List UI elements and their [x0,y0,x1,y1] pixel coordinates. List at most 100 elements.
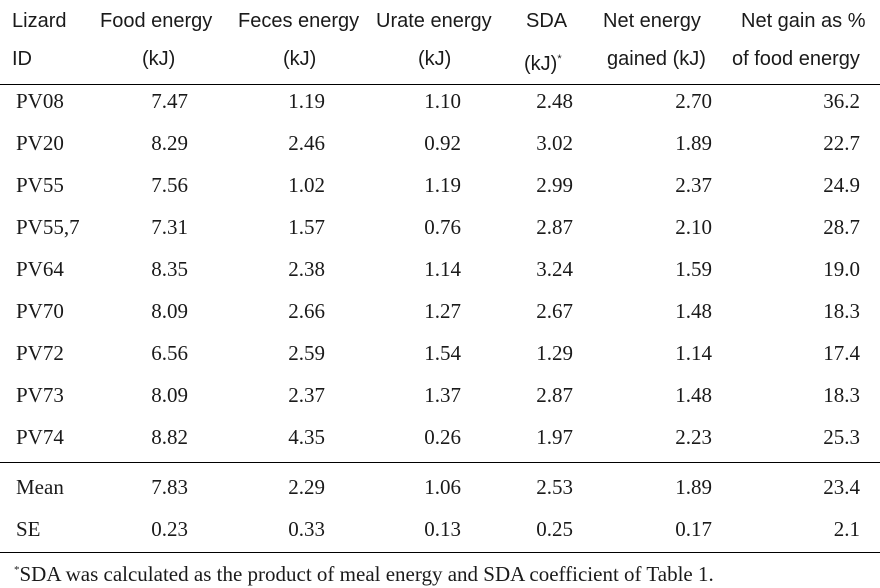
cell-sda: 1.29 [536,341,573,365]
cell-food-energy: 7.31 [151,215,188,239]
table-row: PV20 8.29 2.46 0.92 3.02 1.89 22.7 [0,122,880,164]
cell-sda: 2.67 [536,299,573,323]
table-row: PV72 6.56 2.59 1.54 1.29 1.14 17.4 [0,332,880,374]
header-row-1: Lizard Food energy Feces energy Urate en… [0,0,880,42]
cell-net-gain-percent: 17.4 [823,341,860,365]
cell-urate-energy: 1.19 [424,173,461,197]
header-divider [0,84,880,85]
cell-net-energy-gained: 1.89 [675,131,712,155]
cell-urate-energy: 1.54 [424,341,461,365]
cell-lizard-id: PV74 [16,425,64,449]
cell-feces-energy: 4.35 [288,425,325,449]
cell-sda: 2.87 [536,383,573,407]
cell-urate-energy: 1.27 [424,299,461,323]
cell-feces-energy: 2.66 [288,299,325,323]
cell-urate-energy: 0.13 [424,517,461,541]
header-net-energy-unit: gained (kJ) [607,48,706,70]
table-row: PV74 8.82 4.35 0.26 1.97 2.23 25.3 [0,416,880,458]
cell-net-energy-gained: 2.70 [675,89,712,113]
cell-net-gain-percent: 22.7 [823,131,860,155]
cell-net-energy-gained: 2.23 [675,425,712,449]
cell-feces-energy: 2.29 [288,475,325,499]
header-net-gain: Net gain as % [741,10,866,32]
header-net-energy: Net energy [603,10,701,32]
sda-footnote-mark: * [557,53,562,65]
footnote-mark: * [14,564,20,576]
cell-urate-energy: 0.76 [424,215,461,239]
header-feces-unit: (kJ) [283,48,317,70]
cell-net-gain-percent: 18.3 [823,383,860,407]
footnote-text: SDA was calculated as the product of mea… [19,562,714,586]
header-net-gain-unit: of food energy [732,48,860,70]
cell-net-gain-percent: 25.3 [823,425,860,449]
cell-net-energy-gained: 2.37 [675,173,712,197]
cell-urate-energy: 1.06 [424,475,461,499]
cell-food-energy: 6.56 [151,341,188,365]
cell-net-energy-gained: 1.48 [675,299,712,323]
table-row: PV55 7.56 1.02 1.19 2.99 2.37 24.9 [0,164,880,206]
cell-net-gain-percent: 19.0 [823,257,860,281]
cell-net-energy-gained: 1.48 [675,383,712,407]
cell-urate-energy: 1.10 [424,89,461,113]
cell-food-energy: 8.82 [151,425,188,449]
cell-lizard-id: PV08 [16,89,64,113]
cell-net-gain-percent: 23.4 [823,475,860,499]
header-food-energy: Food energy [100,10,213,32]
cell-sda: 2.99 [536,173,573,197]
cell-sda: 2.48 [536,89,573,113]
cell-urate-energy: 0.92 [424,131,461,155]
cell-sda: 3.24 [536,257,573,281]
cell-urate-energy: 1.14 [424,257,461,281]
cell-sda: 0.25 [536,517,573,541]
header-row-2: ID (kJ) (kJ) (kJ) (kJ)* gained (kJ) of f… [0,38,880,80]
header-lizard: Lizard [12,10,67,32]
cell-feces-energy: 2.59 [288,341,325,365]
cell-food-energy: 7.56 [151,173,188,197]
cell-feces-energy: 0.33 [288,517,325,541]
cell-feces-energy: 2.46 [288,131,325,155]
cell-food-energy: 8.35 [151,257,188,281]
cell-sda: 2.53 [536,475,573,499]
table-row: PV73 8.09 2.37 1.37 2.87 1.48 18.3 [0,374,880,416]
header-urate-energy: Urate energy [376,10,492,32]
cell-feces-energy: 2.38 [288,257,325,281]
cell-food-energy: 8.09 [151,383,188,407]
cell-net-gain-percent: 24.9 [823,173,860,197]
cell-sda: 1.97 [536,425,573,449]
header-id: ID [12,48,32,70]
cell-net-gain-percent: 36.2 [823,89,860,113]
header-food-unit: (kJ) [142,48,176,70]
cell-urate-energy: 0.26 [424,425,461,449]
cell-net-energy-gained: 1.89 [675,475,712,499]
cell-net-gain-percent: 2.1 [833,517,860,541]
cell-lizard-id: PV70 [16,299,64,323]
cell-net-energy-gained: 0.17 [675,517,712,541]
cell-lizard-id: PV73 [16,383,64,407]
cell-urate-energy: 1.37 [424,383,461,407]
table-row: PV08 7.47 1.19 1.10 2.48 2.70 36.2 [0,80,880,122]
cell-lizard-id: SE [16,517,41,541]
cell-feces-energy: 1.19 [288,89,325,113]
cell-lizard-id: Mean [16,475,64,499]
cell-net-gain-percent: 18.3 [823,299,860,323]
cell-lizard-id: PV55 [16,173,64,197]
cell-food-energy: 7.47 [151,89,188,113]
cell-lizard-id: PV20 [16,131,64,155]
header-feces-energy: Feces energy [238,10,360,32]
cell-feces-energy: 1.57 [288,215,325,239]
header-sda-unit-text: (kJ) [524,53,558,75]
cell-sda: 2.87 [536,215,573,239]
cell-net-gain-percent: 28.7 [823,215,860,239]
cell-net-energy-gained: 2.10 [675,215,712,239]
footnote: *SDA was calculated as the product of me… [14,562,714,587]
cell-food-energy: 7.83 [151,475,188,499]
header-sda-unit: (kJ)* [524,38,562,80]
cell-lizard-id: PV72 [16,341,64,365]
summary-row: SE 0.23 0.33 0.13 0.25 0.17 2.1 [0,508,880,550]
cell-lizard-id: PV55,7 [16,215,80,239]
table-row: PV70 8.09 2.66 1.27 2.67 1.48 18.3 [0,290,880,332]
summary-row: Mean 7.83 2.29 1.06 2.53 1.89 23.4 [0,466,880,508]
table-row: PV64 8.35 2.38 1.14 3.24 1.59 19.0 [0,248,880,290]
header-urate-unit: (kJ) [418,48,452,70]
cell-food-energy: 8.09 [151,299,188,323]
